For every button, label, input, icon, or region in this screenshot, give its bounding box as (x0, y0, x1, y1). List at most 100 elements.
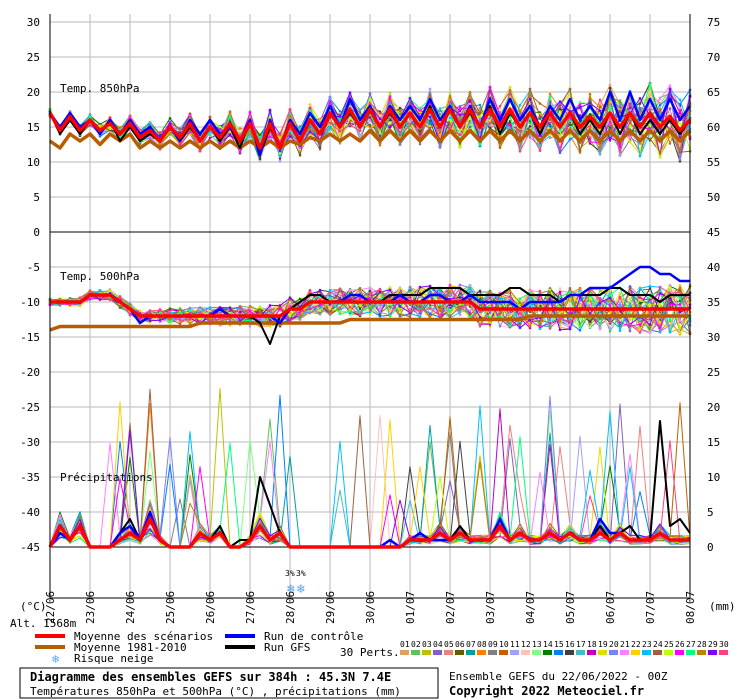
member-point (238, 305, 242, 308)
member-point (568, 119, 572, 122)
member-point (408, 315, 412, 319)
member-point (368, 308, 372, 311)
member-point (458, 133, 462, 136)
member-point (508, 123, 512, 127)
member-point (608, 299, 612, 303)
member-point (638, 154, 642, 158)
member-point (668, 297, 672, 300)
member-point (628, 140, 632, 144)
y-right-tick: 35 (707, 296, 720, 309)
perturbation-id: 23 (642, 640, 652, 649)
member-point (358, 307, 362, 311)
member-point (528, 121, 532, 125)
member-point (648, 303, 652, 307)
member-point (458, 313, 462, 317)
member-point (238, 131, 242, 134)
member-point (438, 303, 442, 307)
member-point (98, 135, 102, 138)
member-point (628, 119, 632, 123)
member-point (678, 319, 682, 323)
member-point (308, 109, 312, 112)
chart-subtitle: Températures 850hPa et 500hPa (°C) , pré… (30, 685, 401, 698)
member-point (548, 136, 552, 140)
member-point (278, 157, 282, 160)
member-point (568, 290, 572, 294)
member-point (538, 149, 542, 152)
y-left-tick: -15 (20, 331, 40, 344)
y-right-tick: 5 (707, 506, 714, 519)
member-point (488, 121, 492, 125)
member-point (628, 323, 632, 326)
member-point (608, 126, 612, 130)
member-point (278, 133, 282, 137)
member-point (618, 295, 622, 299)
member-point (248, 324, 252, 328)
y-left-tick: -10 (20, 296, 40, 309)
member-point (628, 296, 632, 300)
member-point (428, 312, 432, 316)
member-point (498, 325, 502, 328)
perturbation-id: 13 (532, 640, 542, 649)
member-point (578, 287, 582, 290)
member-point (448, 315, 452, 318)
member-point (658, 103, 662, 107)
member-point (308, 290, 312, 293)
perturbation-swatch (609, 650, 618, 655)
member-point (118, 126, 122, 129)
member-point (548, 95, 552, 98)
member-point (508, 289, 512, 293)
member-point (178, 308, 182, 311)
member-point (398, 287, 402, 290)
member-point (608, 324, 612, 328)
member-point (138, 309, 142, 313)
member-point (268, 309, 272, 312)
member-point (678, 150, 682, 154)
legend-swatch-control (225, 634, 255, 638)
member-point (368, 289, 372, 293)
member-point (558, 147, 562, 151)
member-point (448, 95, 452, 99)
y-left-tick: 25 (27, 51, 40, 64)
member-point (458, 311, 462, 314)
member-point (428, 303, 432, 307)
member-point (208, 133, 212, 137)
member-point (308, 107, 312, 110)
member-point (668, 303, 672, 306)
member-point (148, 122, 152, 125)
member-point (428, 284, 432, 288)
y-left-tick: -40 (20, 506, 40, 519)
perturbation-swatch (477, 650, 486, 655)
member-point (568, 138, 572, 141)
member-point (538, 102, 542, 105)
member-point (368, 292, 372, 295)
member-point (678, 102, 682, 106)
member-point (518, 326, 522, 330)
member-point (608, 83, 612, 87)
member-point (158, 319, 162, 322)
member-point (548, 326, 552, 330)
perturbation-id: 21 (620, 640, 630, 649)
member-point (198, 306, 202, 310)
member-point (288, 319, 292, 322)
member-point (178, 319, 182, 322)
member-point (648, 105, 652, 109)
member-point (108, 116, 112, 120)
altitude-label: Alt. 1568m (10, 617, 77, 630)
member-point (128, 313, 132, 317)
member-point (638, 142, 642, 145)
run-info: Ensemble GEFS du 22/06/2022 - 00Z (449, 670, 668, 683)
member-point (88, 122, 92, 126)
member-point (348, 91, 352, 94)
member-point (608, 293, 612, 297)
member-point (358, 313, 362, 316)
member-point (628, 302, 632, 305)
member-point (618, 100, 622, 103)
member-point (218, 128, 222, 131)
member-point (468, 102, 472, 106)
y-right-tick: 30 (707, 331, 720, 344)
perturbation-id: 06 (455, 640, 465, 649)
member-point (598, 149, 602, 152)
member-point (268, 135, 272, 138)
member-point (298, 297, 302, 301)
